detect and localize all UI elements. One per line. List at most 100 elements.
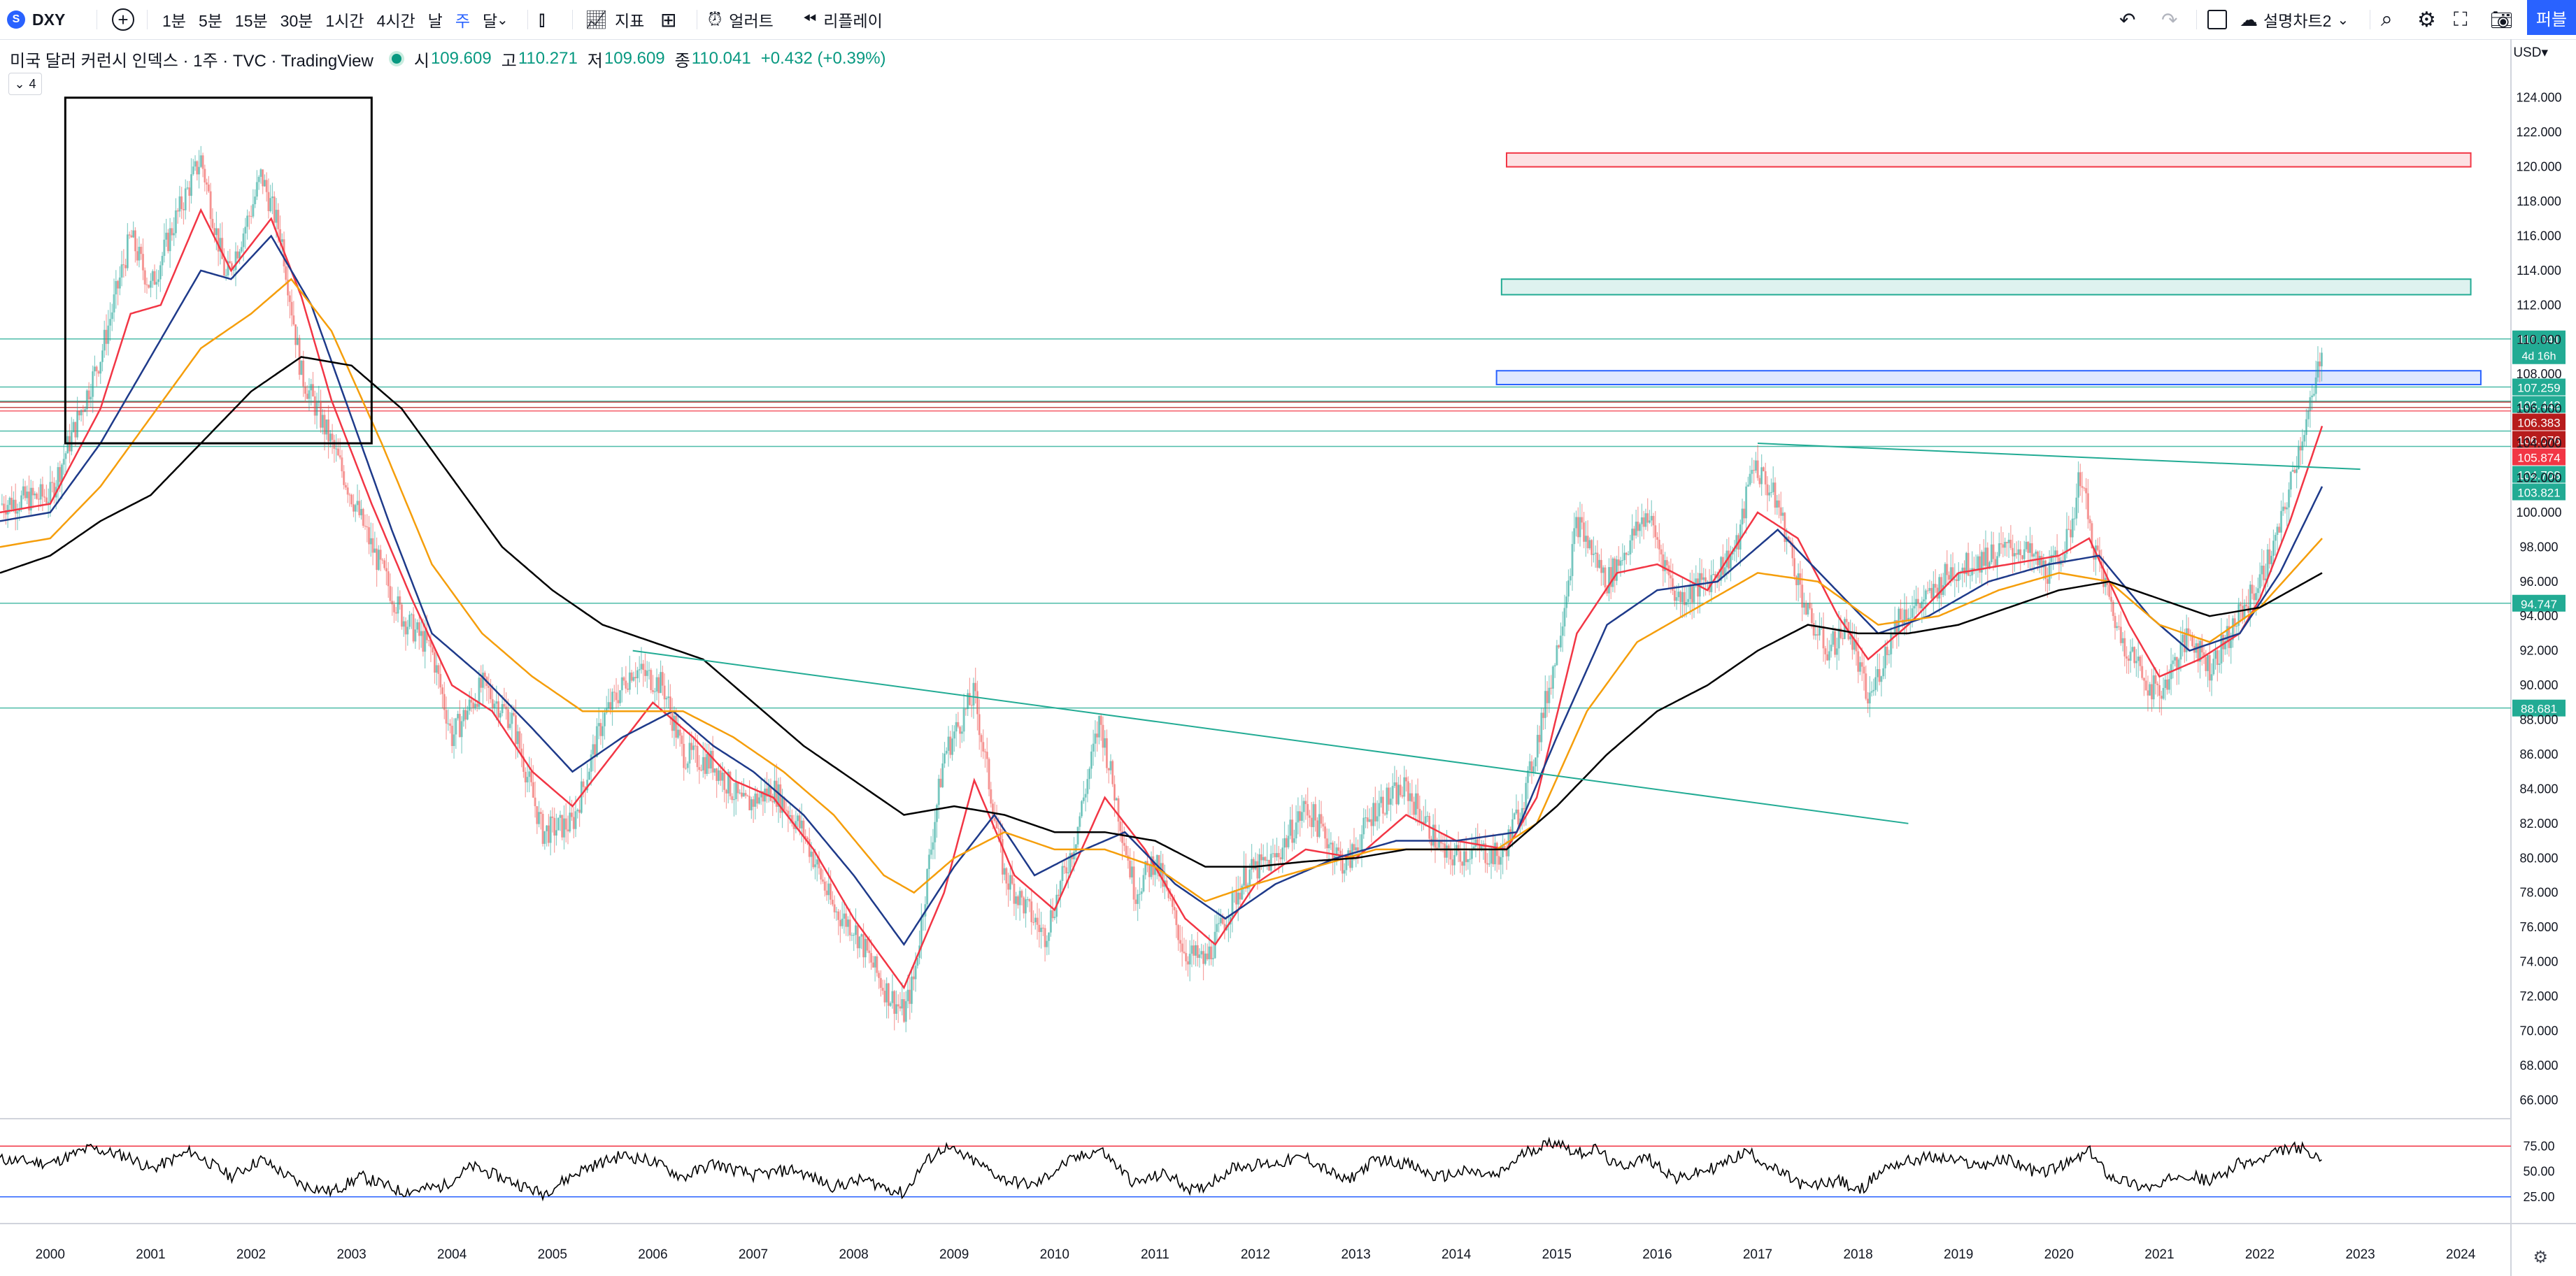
price-tick: 118.000 xyxy=(2517,194,2561,208)
timeframe-button[interactable]: 15분 xyxy=(234,12,268,30)
price-tick: 88.000 xyxy=(2519,713,2558,727)
open-value: 109.609 xyxy=(430,49,492,68)
candle-body xyxy=(671,711,674,731)
timeframe-dropdown[interactable]: ⌄ xyxy=(497,0,508,39)
candle-body xyxy=(318,401,320,403)
currency-selector[interactable]: USD▾ xyxy=(2513,45,2548,61)
candle-body xyxy=(483,673,486,678)
candle-body xyxy=(878,973,881,978)
candle-body xyxy=(1905,609,1908,621)
candle-body xyxy=(2189,634,2192,636)
timeframe-button[interactable]: 날 xyxy=(427,12,443,30)
alert-button[interactable]: ⏰︎ 얼러트 xyxy=(708,0,774,39)
candle-body xyxy=(2063,554,2066,561)
symbol-search[interactable]: S DXY xyxy=(7,0,65,39)
candle-body xyxy=(1822,626,1825,649)
fullscreen-button[interactable]: ⛶ xyxy=(2454,0,2468,39)
candle-body xyxy=(1430,838,1433,846)
candle-body xyxy=(1362,817,1365,835)
candle-body xyxy=(2183,634,2186,652)
search-button[interactable]: ⌕ xyxy=(2381,0,2393,39)
candle-body xyxy=(1345,858,1348,870)
candle-body xyxy=(1621,560,1624,561)
candle-body xyxy=(839,919,841,926)
candle-body xyxy=(366,526,369,528)
legend-title[interactable]: 미국 달러 커런시 인덱스 · 1주 · TVC · TradingView xyxy=(10,51,373,71)
candle-body xyxy=(319,401,322,428)
timeframe-button[interactable]: 달 xyxy=(483,12,498,30)
candle-body xyxy=(924,904,927,917)
candle-body xyxy=(1411,793,1414,802)
candle-body xyxy=(760,791,762,798)
chart-settings-icon[interactable]: ⚙︎ xyxy=(2533,1248,2548,1267)
candle-body xyxy=(462,710,465,722)
timeframe-button[interactable]: 30분 xyxy=(280,12,313,30)
timeframe-button[interactable]: 1시간 xyxy=(325,12,364,30)
candle-body xyxy=(727,771,730,794)
candle-body xyxy=(1880,676,1883,682)
timeframe-button[interactable]: 5분 xyxy=(198,12,222,30)
candle-body xyxy=(118,277,121,289)
candle-body xyxy=(1161,863,1165,887)
candle-body xyxy=(1113,784,1116,801)
candle-body xyxy=(2286,507,2289,510)
candle-body xyxy=(1216,924,1218,932)
timeframe-button[interactable]: 4시간 xyxy=(376,12,415,30)
candle-body xyxy=(968,693,972,705)
publish-button[interactable]: 퍼블 xyxy=(2527,0,2576,35)
candle-body xyxy=(972,682,975,706)
indicators-button[interactable]: 📈︎ 지표 xyxy=(585,0,644,39)
settings-button[interactable]: ⚙︎ xyxy=(2417,0,2436,39)
timeframe-button[interactable]: 1분 xyxy=(162,12,186,30)
candle-body xyxy=(920,917,923,946)
price-tick: 74.000 xyxy=(2519,955,2558,969)
candle-body xyxy=(1254,861,1257,870)
indicator-collapse-button[interactable]: ⌄ 4 xyxy=(8,73,42,95)
candle-body xyxy=(62,459,65,465)
time-tick: 2006 xyxy=(638,1247,667,1262)
candle-body xyxy=(1267,859,1271,871)
fullscreen-icon: ⛶ xyxy=(2454,8,2468,30)
candle-body xyxy=(1938,577,1941,598)
chart-style-button[interactable]: ⫾ xyxy=(539,0,546,39)
candle-body xyxy=(1509,829,1512,840)
candle-body xyxy=(1376,816,1379,822)
price-tick: 120.000 xyxy=(2516,160,2561,174)
timeframe-button[interactable]: 주 xyxy=(455,12,470,30)
candle-body xyxy=(1470,849,1474,859)
candle-body xyxy=(488,685,490,688)
candle-body xyxy=(2158,684,2161,696)
candle-body xyxy=(1076,826,1079,845)
candle-body xyxy=(945,750,948,754)
redo-button[interactable]: ↷ xyxy=(2161,0,2177,39)
candle-body xyxy=(1307,804,1309,816)
candle-body xyxy=(503,703,506,707)
candle-body xyxy=(1302,801,1305,812)
layout-button[interactable] xyxy=(2207,0,2227,39)
screenshot-button[interactable]: 📷︎ xyxy=(2490,0,2513,39)
replay-button[interactable]: ⏪︎ 리플레이 xyxy=(803,0,883,39)
candle-body xyxy=(1536,735,1539,758)
candle-body xyxy=(2168,679,2170,690)
candle-body xyxy=(474,703,477,708)
candle-body xyxy=(22,486,24,496)
layout-name-button[interactable]: ☁︎ 설명차트2 ⌄ xyxy=(2240,0,2349,39)
candle-body xyxy=(296,338,299,345)
candle-body xyxy=(222,259,226,275)
candle-body xyxy=(597,723,600,726)
time-tick: 2014 xyxy=(1442,1247,1472,1262)
undo-button[interactable]: ↶ xyxy=(2119,0,2135,39)
candle-body xyxy=(1777,500,1781,508)
add-symbol-button[interactable]: + xyxy=(112,0,134,39)
candle-body xyxy=(1878,669,1881,682)
candle-body xyxy=(663,685,666,700)
candle-body xyxy=(676,729,680,738)
moving-average-line xyxy=(0,208,2324,990)
candle-body xyxy=(2019,549,2022,556)
candle-body xyxy=(1517,809,1520,825)
candle-body xyxy=(2142,678,2146,681)
candle-body xyxy=(790,815,793,824)
templates-button[interactable]: ⊞ xyxy=(660,0,676,39)
candle-body xyxy=(174,210,178,234)
